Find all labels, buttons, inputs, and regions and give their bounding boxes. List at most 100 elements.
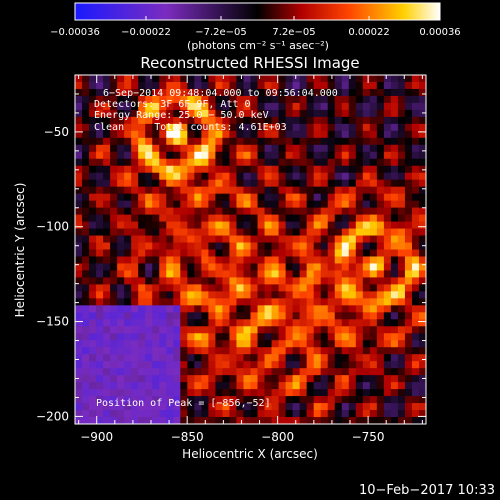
- heatmap-cell: [194, 130, 202, 139]
- heatmap-cell: [313, 200, 322, 209]
- heatmap-cell: [397, 221, 406, 229]
- heatmap-cell: [383, 235, 392, 243]
- heatmap-cell: [341, 291, 350, 299]
- heatmap-cell: [215, 109, 223, 118]
- heatmap-cell: [250, 298, 258, 306]
- heatmap-cell: [110, 242, 118, 250]
- heatmap-cell: [166, 270, 174, 278]
- heatmap-cell: [194, 284, 202, 292]
- heatmap-cell: [124, 75, 132, 83]
- heatmap-cell: [334, 179, 343, 188]
- heatmap-cell: [271, 298, 279, 306]
- heatmap-cell: [124, 228, 132, 236]
- heatmap-cell: [208, 410, 216, 418]
- heatmap-cell: [313, 361, 322, 369]
- heatmap-cell: [292, 333, 301, 341]
- heatmap-cell: [75, 305, 83, 313]
- heatmap-cell: [383, 130, 392, 139]
- heatmap-cell: [278, 249, 286, 257]
- heatmap-cell: [250, 312, 258, 320]
- heatmap-cell: [243, 151, 251, 160]
- heatmap-cell: [152, 305, 160, 313]
- heatmap-cell: [264, 340, 272, 348]
- heatmap-cell: [257, 123, 265, 132]
- heatmap-cell: [341, 361, 350, 369]
- heatmap-cell: [243, 270, 251, 278]
- heatmap-cell: [411, 151, 420, 160]
- heatmap-cell: [180, 207, 188, 215]
- heatmap-cell: [110, 158, 118, 167]
- heatmap-cell: [327, 403, 336, 411]
- heatmap-cell: [173, 102, 181, 111]
- heatmap-cell: [348, 298, 357, 306]
- heatmap-cell: [257, 291, 265, 299]
- heatmap-cell: [159, 207, 167, 215]
- heatmap-cell: [75, 81, 83, 90]
- heatmap-cell: [376, 305, 385, 313]
- heatmap-cell: [243, 102, 251, 111]
- heatmap-cell: [173, 410, 181, 418]
- heatmap-cell: [187, 361, 195, 369]
- heatmap-cell: [383, 263, 392, 271]
- heatmap-cell: [166, 95, 174, 104]
- heatmap-cell: [89, 179, 97, 188]
- heatmap-cell: [355, 354, 364, 362]
- heatmap-cell: [299, 123, 308, 132]
- heatmap-cell: [285, 137, 294, 146]
- heatmap-cell: [138, 200, 146, 209]
- heatmap-cell: [404, 88, 413, 97]
- heatmap-cell: [320, 81, 329, 90]
- heatmap-cell: [208, 200, 216, 209]
- heatmap-cell: [103, 109, 111, 118]
- heatmap-cell: [271, 277, 279, 285]
- heatmap-cell: [117, 312, 125, 320]
- heatmap-cell: [215, 403, 223, 411]
- heatmap-cell: [159, 221, 167, 229]
- heatmap-cell: [89, 361, 97, 369]
- heatmap-cell: [306, 221, 315, 229]
- heatmap-cell: [404, 298, 413, 306]
- heatmap-cell: [355, 382, 364, 390]
- heatmap-cell: [362, 340, 371, 348]
- heatmap-cell: [404, 102, 413, 111]
- heatmap-cell: [159, 410, 167, 418]
- heatmap-cell: [285, 186, 294, 195]
- heatmap-cell: [320, 235, 329, 243]
- heatmap-cell: [166, 340, 174, 348]
- heatmap-cell: [348, 200, 357, 209]
- heatmap-cell: [89, 389, 97, 397]
- heatmap-cell: [89, 151, 97, 160]
- heatmap-cell: [397, 368, 406, 376]
- heatmap-cell: [201, 291, 209, 299]
- heatmap-cell: [173, 340, 181, 348]
- heatmap-cell: [131, 130, 139, 139]
- heatmap-cell: [264, 417, 272, 424]
- heatmap-cell: [236, 410, 244, 418]
- heatmap-cell: [159, 270, 167, 278]
- heatmap-cell: [173, 75, 181, 83]
- heatmap-cell: [222, 116, 230, 125]
- heatmap-cell: [110, 319, 118, 327]
- heatmap-cell: [159, 116, 167, 125]
- heatmap-cell: [411, 249, 420, 257]
- heatmap-cell: [250, 284, 258, 292]
- heatmap-cell: [320, 172, 329, 181]
- heatmap-cell: [313, 305, 322, 313]
- heatmap-cell: [222, 137, 230, 146]
- heatmap-cell: [187, 319, 195, 327]
- heatmap-cell: [138, 242, 146, 250]
- heatmap-cell: [180, 326, 188, 334]
- heatmap-cell: [313, 284, 322, 292]
- heatmap-cell: [166, 123, 174, 132]
- heatmap-cell: [194, 81, 202, 90]
- heatmap-cell: [201, 277, 209, 285]
- heatmap-cell: [208, 193, 216, 202]
- heatmap-cell: [376, 361, 385, 369]
- heatmap-cell: [264, 88, 272, 97]
- heatmap-cell: [313, 389, 322, 397]
- heatmap-cell: [82, 382, 90, 390]
- heatmap-cell: [131, 214, 139, 222]
- heatmap-cell: [348, 270, 357, 278]
- heatmap-cell: [404, 333, 413, 341]
- heatmap-cell: [404, 354, 413, 362]
